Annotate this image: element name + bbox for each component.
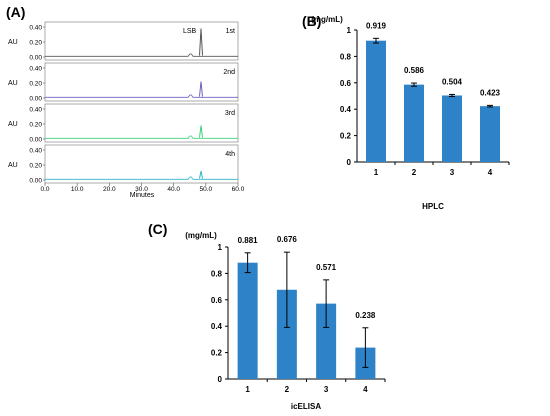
panel-c-x-title: icELISA	[291, 402, 321, 411]
chromatogram-frame	[44, 144, 239, 184]
panel-c-label: (C)	[148, 221, 167, 237]
x-tick-label: 0.0	[40, 186, 49, 193]
chromatogram-trace	[45, 53, 238, 57]
chromatogram-peak	[199, 28, 204, 56]
x-tick-label-3: 3	[324, 385, 329, 394]
chromatogram-trace	[45, 176, 238, 180]
y-tick-label: 0.00	[29, 178, 42, 185]
bar-3	[442, 95, 462, 162]
y-tick-label: 0.00	[29, 137, 42, 144]
x-tick-label: 10.0	[71, 186, 84, 193]
chromatogram-1st: 0.00 0.20 0.40 AU 1st	[8, 21, 239, 62]
bar-1	[366, 40, 386, 162]
y-tick-label: 0.4	[340, 105, 352, 114]
y-tick-label: 1	[347, 26, 352, 35]
panel-a-chromatograms: 0.000.200.40AU1st0.000.200.40AU2nd0.000.…	[8, 21, 245, 193]
y-tick-label: 0.20	[29, 81, 42, 88]
chromatogram-2nd: 0.00 0.20 0.40 AU 2nd	[8, 62, 239, 103]
data-label-3: 0.504	[442, 77, 463, 86]
chromatogram-frame	[44, 62, 239, 102]
x-tick-label: 30.0	[135, 186, 148, 193]
chromatogram-3rd: 0.00 0.20 0.40 AU 3rd	[8, 103, 239, 144]
chromatogram-4th: 0.00 0.20 0.40 AU 4th	[8, 144, 239, 185]
data-label-4: 0.423	[480, 88, 501, 97]
x-tick-label-2: 2	[285, 385, 290, 394]
y-tick-label: 0.40	[29, 107, 42, 114]
y-tick-label: 0	[347, 158, 352, 167]
y-tick-label: 0.40	[29, 25, 42, 32]
panel-a-label: (A)	[6, 4, 25, 20]
chromatogram-trace	[45, 94, 238, 98]
y-tick-label: 0.4	[211, 322, 223, 331]
bar-2	[404, 84, 424, 162]
y-unit-label: AU	[8, 162, 18, 169]
chromatogram-peak	[199, 170, 203, 179]
x-tick-label: 40.0	[167, 186, 180, 193]
chromatogram-peak	[199, 125, 204, 138]
y-tick-label: 1	[218, 243, 223, 252]
y-tick-label: 0.40	[29, 66, 42, 73]
x-tick-label-3: 3	[450, 168, 455, 177]
y-unit-label: AU	[8, 121, 18, 128]
y-tick-label: 0.8	[211, 269, 223, 278]
x-tick-label-1: 1	[245, 385, 250, 394]
y-tick-label: 0.2	[340, 132, 352, 141]
y-tick-label: 0.20	[29, 122, 42, 129]
bar-4	[480, 106, 500, 162]
data-label-1: 0.881	[238, 236, 259, 245]
run-label-2nd: 2nd	[223, 69, 235, 76]
chromatogram-frame	[44, 21, 239, 61]
data-label-1: 0.919	[366, 21, 387, 30]
y-tick-label: 0.6	[211, 296, 223, 305]
data-label-2: 0.586	[404, 66, 425, 75]
data-label-3: 0.571	[316, 263, 337, 272]
chromatogram-peak	[199, 81, 204, 97]
run-label-3rd: 3rd	[225, 110, 235, 117]
data-label-2: 0.676	[277, 235, 298, 244]
chromatogram-trace	[45, 135, 238, 139]
panel-c-icelisa-chart: 0 0.2 0.4 0.6 0.8 1 1 0.881 2 0.676 3 0.571 4 0.238	[211, 235, 386, 394]
panel-a-peak-label: LSB	[183, 28, 197, 35]
x-tick-label: 50.0	[200, 186, 213, 193]
panel-c-unit: (mg/mL)	[185, 231, 217, 240]
x-tick-label-2: 2	[412, 168, 417, 177]
y-tick-label: 0.00	[29, 96, 42, 103]
data-label-4: 0.238	[355, 311, 376, 320]
panel-a-x-title: Minutes	[130, 192, 155, 199]
bar-1	[237, 262, 258, 379]
run-label-4th: 4th	[225, 151, 235, 158]
x-tick-label-4: 4	[488, 168, 493, 177]
y-tick-label: 0.8	[340, 52, 352, 61]
y-tick-label: 0	[218, 375, 223, 384]
panel-b-hplc-chart: 0 0.2 0.4 0.6 0.8 1 1 0.919 2 0.586 3 0.504 4 0.423	[340, 21, 510, 177]
panel-b-x-title: HPLC	[422, 202, 444, 211]
run-label-1st: 1st	[226, 28, 235, 35]
y-tick-label: 0.40	[29, 148, 42, 155]
y-unit-label: AU	[8, 80, 18, 87]
y-tick-label: 0.00	[29, 55, 42, 62]
y-unit-label: AU	[8, 39, 18, 46]
y-tick-label: 0.2	[211, 349, 223, 358]
x-tick-label-1: 1	[374, 168, 379, 177]
x-tick-label: 60.0	[232, 186, 245, 193]
x-tick-label: 20.0	[103, 186, 116, 193]
panel-b-unit: (mg/mL)	[311, 15, 343, 24]
y-tick-label: 0.20	[29, 40, 42, 47]
y-tick-label: 0.20	[29, 163, 42, 170]
chromatogram-frame	[44, 103, 239, 143]
y-tick-label: 0.6	[340, 79, 352, 88]
bar-2	[276, 289, 297, 379]
bar-3	[316, 303, 337, 379]
x-tick-label-4: 4	[363, 385, 368, 394]
panel-b-label: (B)	[302, 13, 321, 29]
